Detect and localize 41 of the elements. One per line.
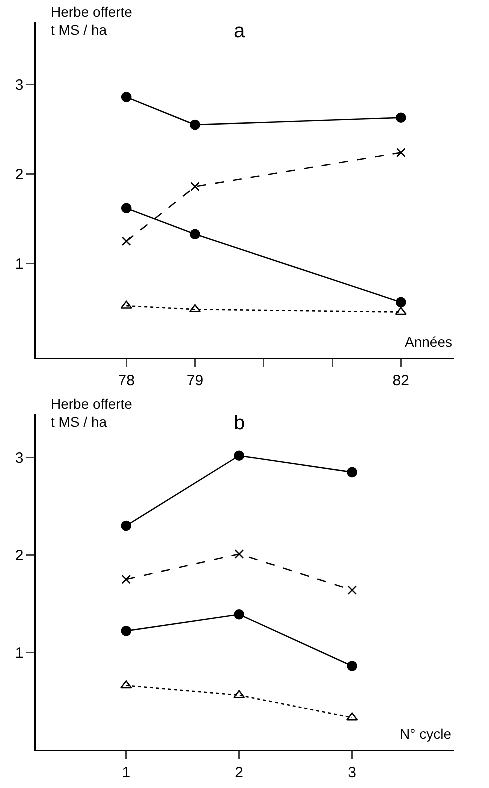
x-tick-label: 1 [122,764,131,782]
chart-title: b [234,412,246,435]
point [347,661,358,672]
x-tick-label: 3 [348,764,356,782]
y-tick-label: 1 [15,256,24,274]
x-axis-title: Années [405,334,452,350]
x-axis-title: N° cycle [400,726,452,742]
point [120,680,132,689]
point [396,297,406,308]
x-tick-label: 82 [392,372,410,390]
point [121,203,132,214]
y-tick-label: 2 [15,547,24,564]
point [234,550,244,559]
y-tick-label: 3 [15,76,24,94]
point [190,229,200,240]
x-tick-label: 78 [118,372,135,390]
point [189,304,202,313]
point [190,182,200,192]
x-tick-label: 79 [186,372,204,390]
point [234,690,246,698]
point [190,120,200,130]
y-axis-title: Herbe offerte t MS / ha [51,4,133,38]
point [122,574,132,584]
y-tick-label: 2 [15,166,24,184]
point [234,609,244,620]
point [120,300,132,309]
point [234,450,244,462]
point [395,307,407,316]
point [121,626,132,636]
x-tick-label: 2 [235,764,244,782]
y-tick-label: 3 [15,450,24,468]
y-tick-label: 1 [15,644,24,662]
point [396,112,406,124]
point [122,236,132,246]
y-axis-title: Herbe offerte t MS / ha [51,396,133,430]
point [348,586,357,595]
point [396,148,406,158]
point [347,467,358,478]
point [121,520,132,532]
chart-title: a [234,20,246,43]
point [121,92,132,102]
